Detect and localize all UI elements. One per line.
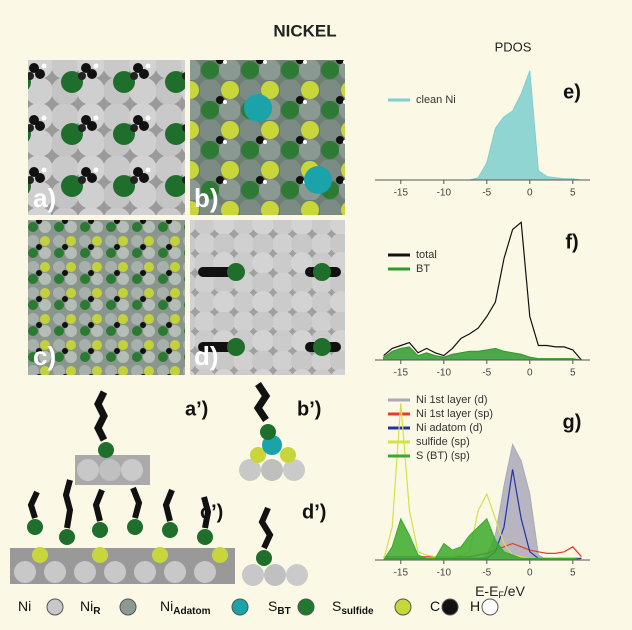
panel-label: b) <box>194 183 219 213</box>
x-tick-label: -5 <box>482 368 491 379</box>
side-views: a’) b’) c’) d’) <box>10 382 326 586</box>
x-label-unit: /eV <box>504 583 526 599</box>
pdos-area <box>383 70 582 181</box>
atom-subscript: BT <box>277 606 290 617</box>
legend-label: Ni adatom (d) <box>416 422 483 434</box>
x-tick-label: 0 <box>527 188 533 199</box>
atom-swatch <box>46 598 64 616</box>
pdos-chart: total BT -15 -10 -5 0 5 f) <box>375 221 590 379</box>
atom-label: Ni <box>18 598 31 614</box>
side-view-a <box>75 390 150 485</box>
legend-label: Ni 1st layer (d) <box>416 394 488 406</box>
panel-label: d’) <box>302 501 326 523</box>
side-view-b <box>239 382 305 481</box>
panel-label: c’) <box>200 501 223 523</box>
atom-label: H <box>470 598 480 614</box>
atom-symbol: Ni <box>160 598 173 614</box>
atom-swatch <box>119 598 137 616</box>
x-tick-label: -15 <box>394 568 409 579</box>
legend-label: Ni 1st layer (sp) <box>416 408 493 420</box>
legend-label: sulfide (sp) <box>416 436 470 448</box>
x-axis-label: E-EF/eV <box>475 583 526 601</box>
panel-label: f) <box>565 231 578 253</box>
legend-label: S (BT) (sp) <box>416 450 470 462</box>
figure-title: NICKEL <box>273 21 336 40</box>
x-tick-label: -10 <box>437 368 452 379</box>
pdos-area <box>382 517 582 561</box>
pdos-charts: clean Ni -15 -10 -5 0 5 e) PDOS total BT -15 -10 -5 0… <box>375 39 590 600</box>
x-tick-label: 5 <box>570 188 576 199</box>
x-tick-label: -15 <box>394 188 409 199</box>
panel-label: c) <box>33 341 56 371</box>
atom-subscript: R <box>93 606 101 617</box>
legend-label: total <box>416 249 437 261</box>
legend-label: clean Ni <box>416 94 456 106</box>
atom-label: NiR <box>80 598 101 617</box>
pdos-chart: Ni 1st layer (d) Ni 1st layer (sp) Ni adat… <box>375 394 590 600</box>
x-tick-label: 0 <box>527 568 533 579</box>
atom-symbol: Ni <box>18 598 31 614</box>
panel-label: a’) <box>185 398 208 420</box>
pdos-area <box>383 346 582 361</box>
image-c <box>28 220 185 375</box>
panel-label: e) <box>563 81 581 103</box>
pdos-chart: clean Ni -15 -10 -5 0 5 e) PDOS <box>375 39 590 199</box>
atom-subscript: Adatom <box>173 606 210 617</box>
x-label-main: E-E <box>475 583 498 599</box>
atom-label: NiAdatom <box>160 598 211 617</box>
atom-legend: Ni NiR NiAdatom SBT Ssulfide C H <box>18 598 499 617</box>
adatom <box>244 94 272 122</box>
side-view-d <box>242 506 308 586</box>
atom-swatch <box>297 598 315 616</box>
atom-label: SBT <box>268 598 291 617</box>
snapshots: a) b) c) d) <box>28 60 345 375</box>
legend-label: BT <box>416 263 430 275</box>
atom-symbol: S <box>268 598 277 614</box>
x-tick-label: 5 <box>570 568 576 579</box>
atom-subscript: sulfide <box>341 606 374 617</box>
x-tick-label: -5 <box>482 188 491 199</box>
x-tick-label: -5 <box>482 568 491 579</box>
x-tick-label: 5 <box>570 368 576 379</box>
atom-symbol: Ni <box>80 598 93 614</box>
panel-label: d) <box>194 341 219 371</box>
x-tick-label: -15 <box>394 368 409 379</box>
x-tick-label: -10 <box>437 188 452 199</box>
chart-title: PDOS <box>495 39 532 54</box>
atom-label: Ssulfide <box>332 598 374 617</box>
panel-label: b’) <box>297 398 321 420</box>
panel-label: g) <box>563 411 582 433</box>
x-label-sub: F <box>498 590 504 600</box>
x-tick-label: -10 <box>437 568 452 579</box>
pdos-line <box>383 221 582 361</box>
atom-swatch <box>441 598 459 616</box>
atom-symbol: C <box>430 598 440 614</box>
atom-swatch <box>394 598 412 616</box>
image-a <box>28 60 185 215</box>
atom-swatch <box>231 598 249 616</box>
atom-symbol: H <box>470 598 480 614</box>
x-tick-label: 0 <box>527 368 533 379</box>
adatom <box>304 166 332 194</box>
side-view-c <box>10 479 235 584</box>
atom-symbol: S <box>332 598 341 614</box>
panel-label: a) <box>33 183 56 213</box>
atom-swatch <box>481 598 499 616</box>
atom-label: C <box>430 598 440 614</box>
